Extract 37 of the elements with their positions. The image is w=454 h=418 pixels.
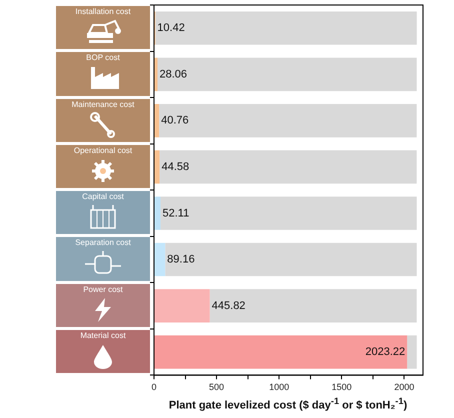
data-label: 89.16 [167, 254, 195, 266]
bar [154, 242, 166, 276]
bar [154, 58, 158, 92]
x-axis-title: Plant gate levelized cost ($ day$^{-1}$ or $ tonH₂$^{-1}$) [168, 396, 408, 412]
bar [210, 289, 417, 322]
bar [407, 335, 417, 369]
data-label: 28.06 [160, 68, 188, 80]
y-tick-label: Separation cost [75, 238, 131, 248]
x-tick-label: 1000 [269, 382, 290, 392]
bar [158, 58, 417, 92]
y-tick-label: Power cost [83, 284, 123, 294]
bar [154, 335, 408, 369]
bar [160, 196, 417, 230]
data-label: 10.42 [157, 22, 185, 34]
bar [154, 150, 160, 184]
y-tick-label: Operational cost [74, 146, 132, 155]
bar [154, 289, 210, 322]
y-tick-label: Maintenance cost [72, 100, 134, 109]
bar [155, 11, 417, 45]
y-tick-label: Capital cost [82, 192, 124, 202]
data-label: 40.76 [161, 114, 189, 127]
y-tick-label: Installation cost [75, 7, 131, 16]
x-tick-label: 500 [209, 382, 224, 392]
y-tick-label: Material cost [80, 330, 126, 340]
data-label: 2023.22 [365, 346, 406, 358]
x-tick-label: 0 [151, 382, 157, 392]
bar [160, 150, 417, 184]
bar [165, 242, 417, 276]
x-tick-label: 2000 [394, 382, 414, 392]
data-label: 445.82 [212, 300, 246, 312]
bar [154, 104, 160, 138]
bar [154, 196, 161, 230]
data-label: 52.11 [162, 207, 190, 220]
y-tick-label: BOP cost [86, 53, 120, 62]
data-label: 44.58 [162, 160, 190, 173]
bar [159, 104, 417, 138]
x-tick-label: 1500 [332, 382, 352, 392]
